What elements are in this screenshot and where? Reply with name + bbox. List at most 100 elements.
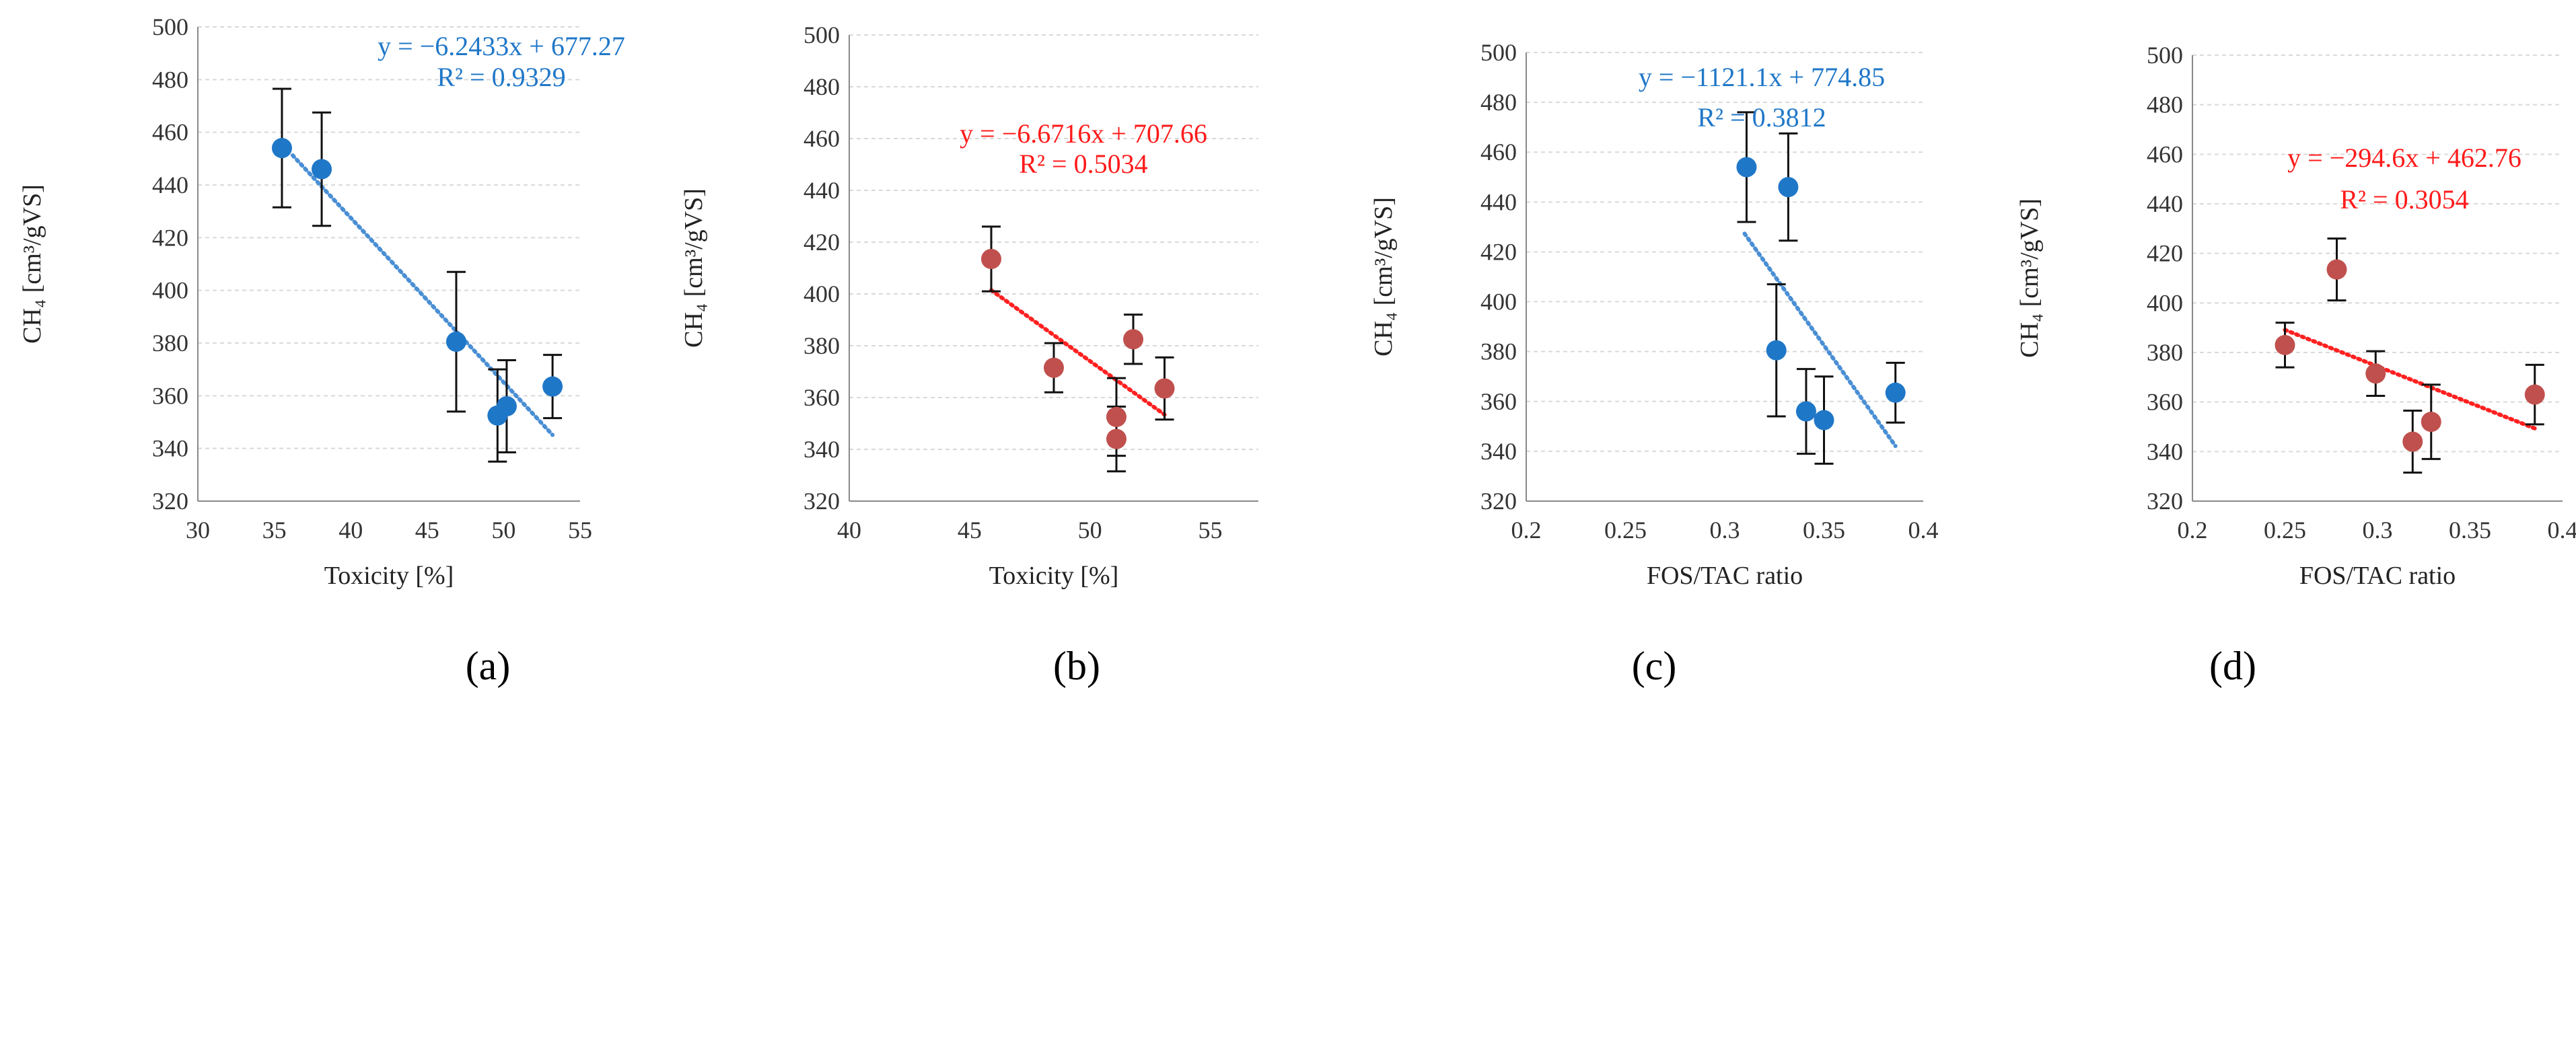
y-axis-title: CH₄ [cm³/gVS] xyxy=(2015,198,2044,358)
x-tick-label: 0.3 xyxy=(1710,517,1740,543)
trendline xyxy=(290,153,555,437)
trendline xyxy=(2283,328,2537,430)
y-tick-label: 460 xyxy=(803,125,840,152)
y-tick-label: 340 xyxy=(152,435,188,462)
data-point xyxy=(312,159,332,180)
x-tick-label: 0.3 xyxy=(2363,517,2393,543)
x-tick-label: 0.4 xyxy=(1908,517,1939,543)
y-tick-label: 380 xyxy=(152,330,188,356)
y-tick-label: 320 xyxy=(803,488,840,515)
data-point xyxy=(1044,357,1064,378)
x-axis-title: FOS/TAC ratio xyxy=(2299,562,2456,590)
y-tick-label: 420 xyxy=(1480,238,1517,265)
y-tick-label: 480 xyxy=(152,66,188,93)
y-tick-label: 400 xyxy=(1480,289,1517,315)
data-point xyxy=(1106,428,1126,449)
trendline xyxy=(989,288,1167,417)
x-tick-label: 30 xyxy=(186,517,210,543)
y-axis-title: CH₄ [cm³/gVS] xyxy=(680,188,708,348)
y-tick-label: 420 xyxy=(152,224,188,251)
data-point xyxy=(1885,382,1906,403)
data-point xyxy=(1814,410,1834,430)
chart-panel-d: 320 340 360 380 400 420 440 460 480 500 0.2 0.25 0.3… xyxy=(2015,42,2576,688)
y-tick-label: 440 xyxy=(803,177,840,204)
x-tick-label: 55 xyxy=(568,517,592,543)
y-tick-label: 360 xyxy=(2147,389,2183,416)
y-tick-label: 500 xyxy=(803,22,840,48)
x-tick-label: 0.2 xyxy=(1511,517,1542,543)
y-tick-label: 440 xyxy=(152,172,188,198)
data-point xyxy=(2365,363,2386,384)
y-axis-title: CH₄ [cm³/gVS] xyxy=(18,184,46,344)
panel-caption: (c) xyxy=(1632,644,1677,688)
data-point xyxy=(445,332,466,352)
panel-caption: (a) xyxy=(466,644,511,688)
data-point xyxy=(2524,384,2545,405)
chart-panel-c: 320 340 360 380 400 420 440 460 480 500 0.2 0.25 0.3… xyxy=(1369,39,1939,688)
y-tick-label: 480 xyxy=(1480,89,1517,116)
y-tick-label: 360 xyxy=(803,384,840,411)
data-point xyxy=(1123,329,1144,350)
x-tick-label: 45 xyxy=(415,517,439,543)
data-point xyxy=(542,376,563,397)
panel-caption: (d) xyxy=(2209,644,2256,688)
x-axis-title: Toxicity [%] xyxy=(989,562,1119,590)
x-tick-label: 40 xyxy=(837,517,861,543)
trendline-equation: y = −6.6716x + 707.66 xyxy=(960,118,1207,149)
trendline-equation: y = −6.2433x + 677.27 xyxy=(378,31,625,61)
x-tick-label: 0.35 xyxy=(2449,517,2491,543)
x-tick-label: 45 xyxy=(958,517,982,543)
x-tick-label: 0.4 xyxy=(2548,517,2576,543)
x-tick-label: 0.35 xyxy=(1803,517,1845,543)
data-point xyxy=(2421,412,2441,433)
y-tick-label: 360 xyxy=(1480,388,1517,415)
y-tick-label: 500 xyxy=(2147,42,2183,69)
data-point xyxy=(1766,340,1787,361)
data-point xyxy=(496,396,517,416)
x-tick-label: 35 xyxy=(262,517,287,543)
y-tick-label: 420 xyxy=(803,229,840,256)
r-squared-label: R² = 0.9329 xyxy=(437,62,565,92)
x-tick-label: 0.25 xyxy=(2264,517,2306,543)
y-tick-label: 460 xyxy=(2147,141,2183,167)
chart-panel-a: 320 340 360 380 400 420 440 460 480 500 30 35 40 45 50… xyxy=(18,13,625,688)
data-point xyxy=(2275,334,2295,355)
x-tick-label: 50 xyxy=(491,517,515,543)
y-tick-label: 320 xyxy=(152,488,188,515)
panel-caption: (b) xyxy=(1053,644,1100,688)
x-axis-title: Toxicity [%] xyxy=(324,562,454,590)
y-tick-label: 440 xyxy=(1480,188,1517,215)
y-tick-label: 500 xyxy=(152,13,188,40)
y-tick-label: 420 xyxy=(2147,240,2183,267)
y-tick-label: 400 xyxy=(803,280,840,307)
data-point xyxy=(1736,157,1757,178)
trendline xyxy=(1742,231,1898,449)
data-point xyxy=(2402,431,2423,452)
x-tick-label: 55 xyxy=(1198,517,1222,543)
data-point xyxy=(1106,406,1126,427)
y-tick-label: 360 xyxy=(152,382,188,409)
data-point xyxy=(2326,259,2347,280)
y-tick-label: 380 xyxy=(803,332,840,359)
r-squared-label: R² = 0.3812 xyxy=(1697,102,1826,133)
data-point xyxy=(1154,378,1175,399)
trendline-equation: y = −294.6x + 462.76 xyxy=(2287,143,2521,173)
r-squared-label: R² = 0.5034 xyxy=(1019,149,1147,179)
y-axis-title: CH₄ [cm³/gVS] xyxy=(1369,197,1398,356)
y-tick-label: 320 xyxy=(2147,488,2183,515)
y-tick-label: 320 xyxy=(1480,488,1517,515)
y-tick-label: 500 xyxy=(1480,39,1517,66)
data-point xyxy=(271,138,292,159)
y-tick-label: 480 xyxy=(803,73,840,100)
trendline-equation: y = −1121.1x + 774.85 xyxy=(1639,62,1885,92)
x-tick-label: 0.2 xyxy=(2178,517,2208,543)
r-squared-label: R² = 0.3054 xyxy=(2340,184,2468,215)
x-tick-label: 50 xyxy=(1078,517,1102,543)
y-tick-label: 400 xyxy=(2147,289,2183,316)
data-point xyxy=(1778,177,1799,198)
x-tick-label: 0.25 xyxy=(1604,517,1647,543)
y-tick-label: 340 xyxy=(803,436,840,463)
y-tick-label: 380 xyxy=(1480,338,1517,365)
data-point xyxy=(1795,401,1816,422)
